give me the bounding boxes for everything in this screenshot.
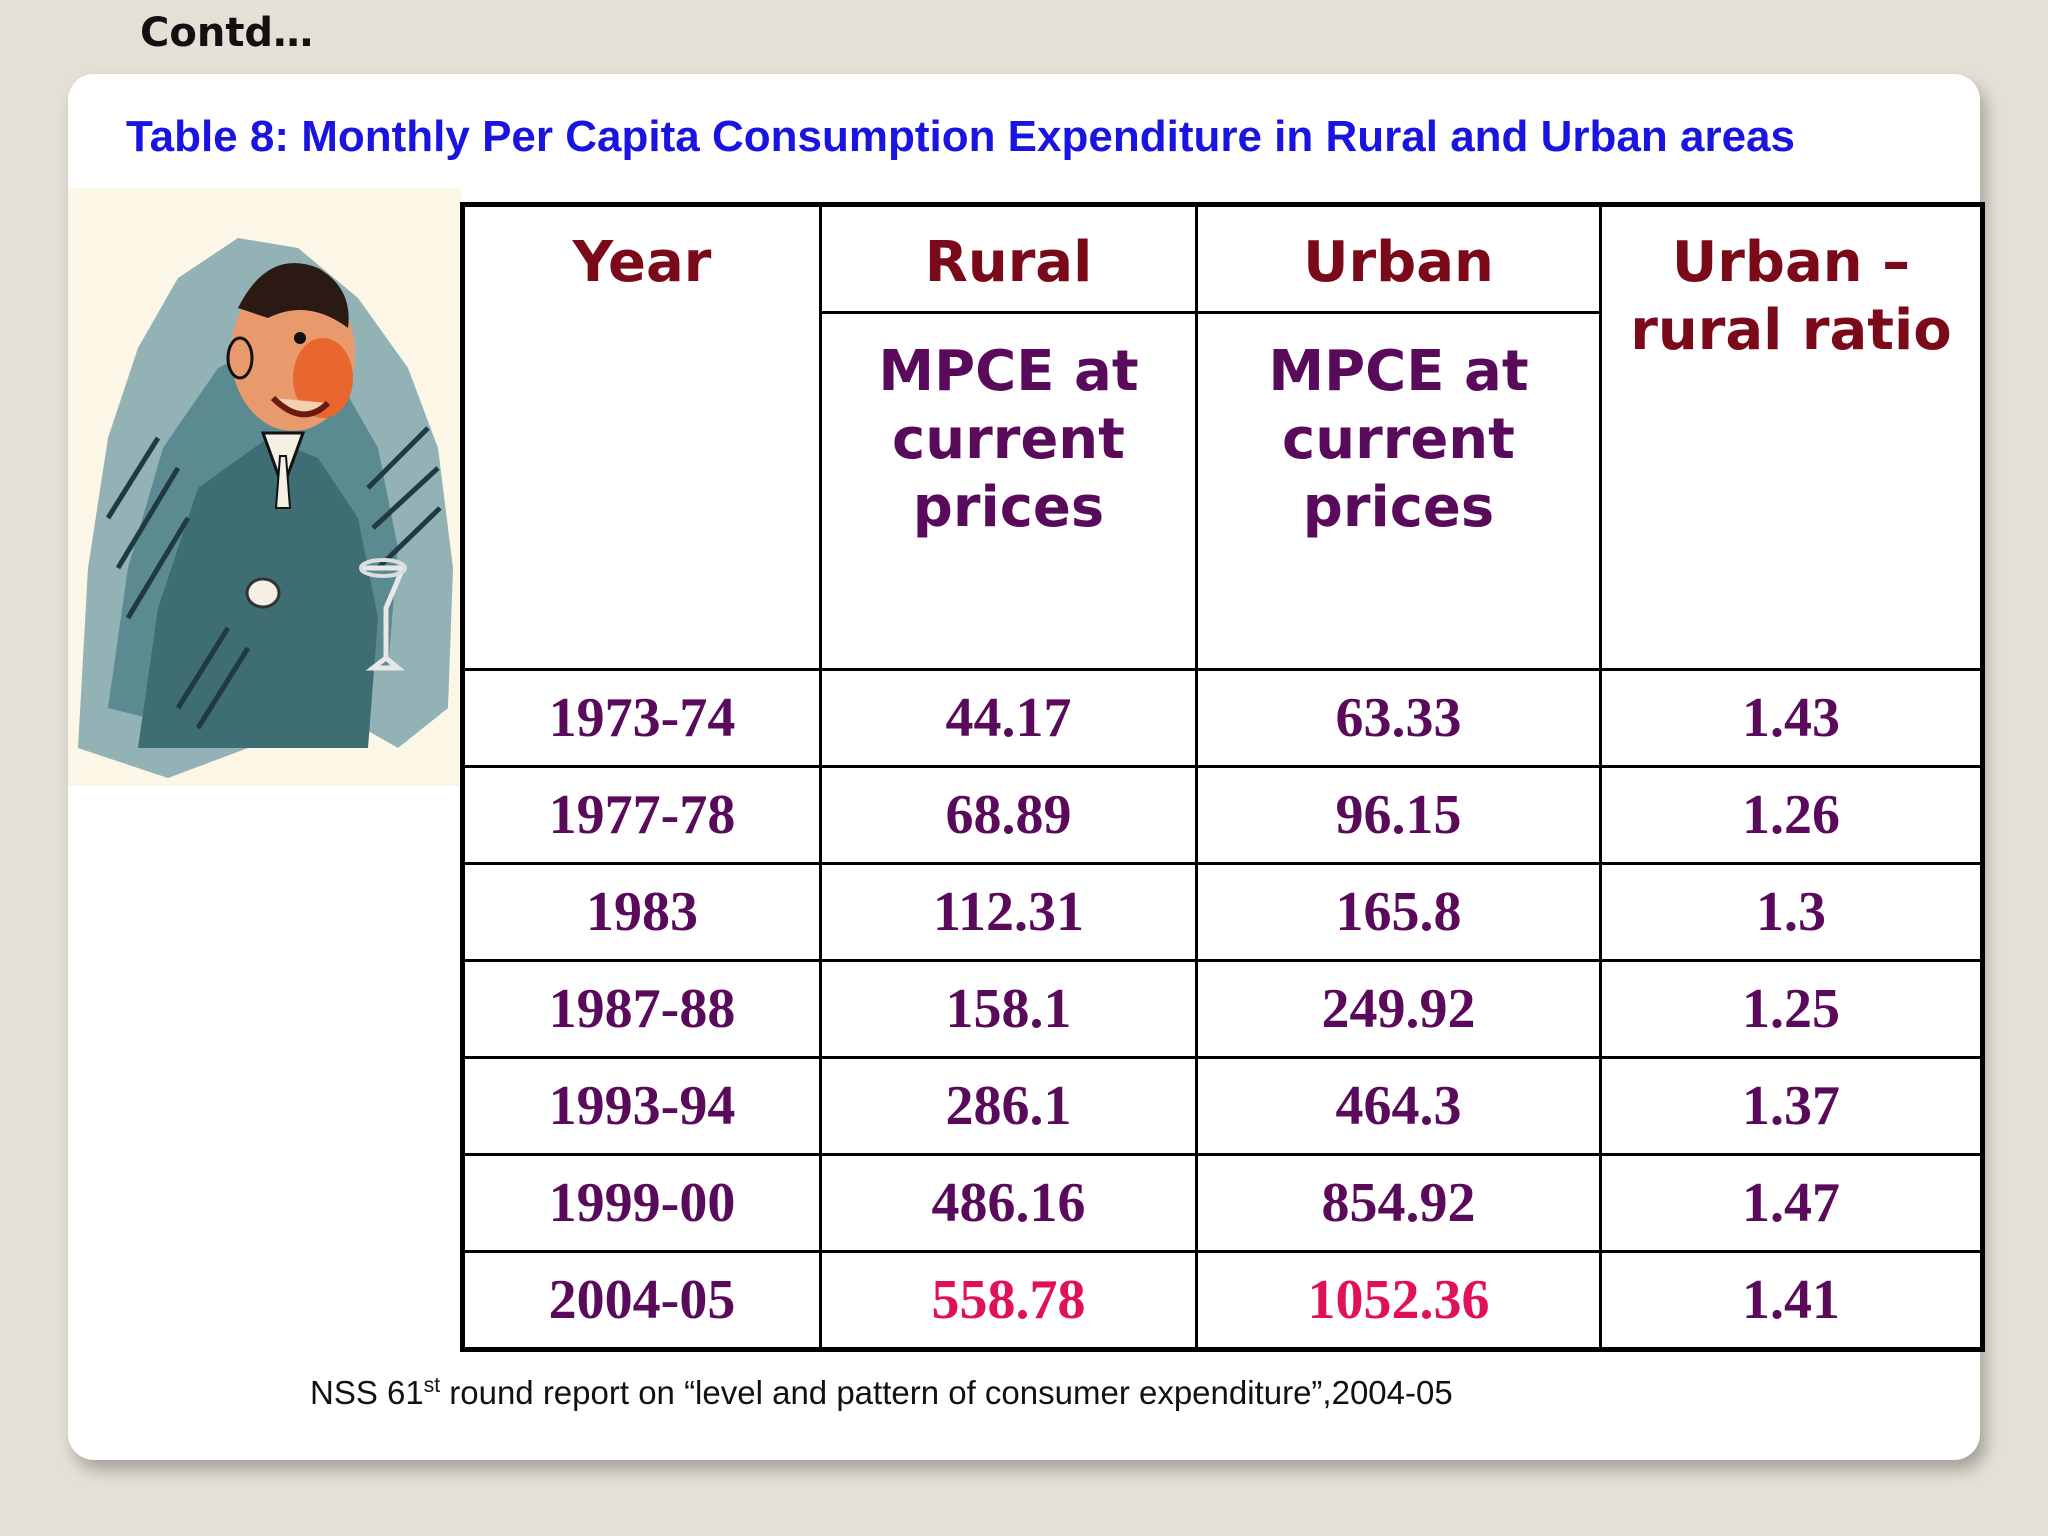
- cell-ratio: 1.43: [1599, 668, 1984, 768]
- table-row: 1983 112.31 165.8 1.3: [461, 862, 1984, 962]
- cell-urban: 464.3: [1195, 1056, 1602, 1156]
- cell-rural-highlight: 558.78: [819, 1250, 1198, 1351]
- cell-urban: 96.15: [1195, 765, 1602, 865]
- cell-year: 1999-00: [461, 1153, 822, 1253]
- cell-year: 1973-74: [461, 668, 822, 768]
- header-urban: Urban: [1195, 203, 1602, 314]
- subheader-urban: MPCE at current prices: [1195, 311, 1602, 671]
- source-note: NSS 61st round report on “level and patt…: [310, 1374, 1453, 1412]
- header-ratio: Urban – rural ratio: [1599, 203, 1984, 671]
- table-row: 1999-00 486.16 854.92 1.47: [461, 1153, 1984, 1253]
- cell-urban: 854.92: [1195, 1153, 1602, 1253]
- cell-ratio: 1.26: [1599, 765, 1984, 865]
- cartoon-man-image: [78, 238, 453, 778]
- table-title: Table 8: Monthly Per Capita Consumption …: [126, 112, 1795, 161]
- cell-ratio: 1.47: [1599, 1153, 1984, 1253]
- corner-label: Contd…: [140, 10, 314, 56]
- cell-rural: 158.1: [819, 959, 1198, 1059]
- cell-year: 1993-94: [461, 1056, 822, 1156]
- cell-ratio: 1.41: [1599, 1250, 1984, 1351]
- cell-rural: 112.31: [819, 862, 1198, 962]
- table-row: 1987-88 158.1 249.92 1.25: [461, 959, 1984, 1059]
- cell-rural: 44.17: [819, 668, 1198, 768]
- cell-urban-highlight: 1052.36: [1195, 1250, 1602, 1351]
- cell-year: 2004-05: [461, 1250, 822, 1351]
- mpce-table: Year Rural Urban Urban – rural ratio MPC…: [460, 202, 1985, 1352]
- cell-rural: 486.16: [819, 1153, 1198, 1253]
- table-row: 1973-74 44.17 63.33 1.43: [461, 668, 1984, 768]
- cell-rural: 286.1: [819, 1056, 1198, 1156]
- table-row: 2004-05 558.78 1052.36 1.41: [461, 1250, 1984, 1351]
- cell-rural: 68.89: [819, 765, 1198, 865]
- subheader-rural: MPCE at current prices: [819, 311, 1198, 671]
- table-row: 1993-94 286.1 464.3 1.37: [461, 1056, 1984, 1156]
- source-suffix: round report on “level and pattern of co…: [440, 1374, 1453, 1411]
- cell-year: 1983: [461, 862, 822, 962]
- cell-ratio: 1.37: [1599, 1056, 1984, 1156]
- source-prefix: NSS 61: [310, 1374, 424, 1411]
- header-year: Year: [461, 203, 822, 671]
- cell-urban: 249.92: [1195, 959, 1602, 1059]
- cartoon-illustration: [68, 188, 461, 786]
- cell-ratio: 1.25: [1599, 959, 1984, 1059]
- source-superscript: st: [423, 1374, 441, 1397]
- table-row: 1977-78 68.89 96.15 1.26: [461, 765, 1984, 865]
- cell-urban: 165.8: [1195, 862, 1602, 962]
- cell-year: 1977-78: [461, 765, 822, 865]
- cell-ratio: 1.3: [1599, 862, 1984, 962]
- cell-urban: 63.33: [1195, 668, 1602, 768]
- header-rural: Rural: [819, 203, 1198, 314]
- cell-year: 1987-88: [461, 959, 822, 1059]
